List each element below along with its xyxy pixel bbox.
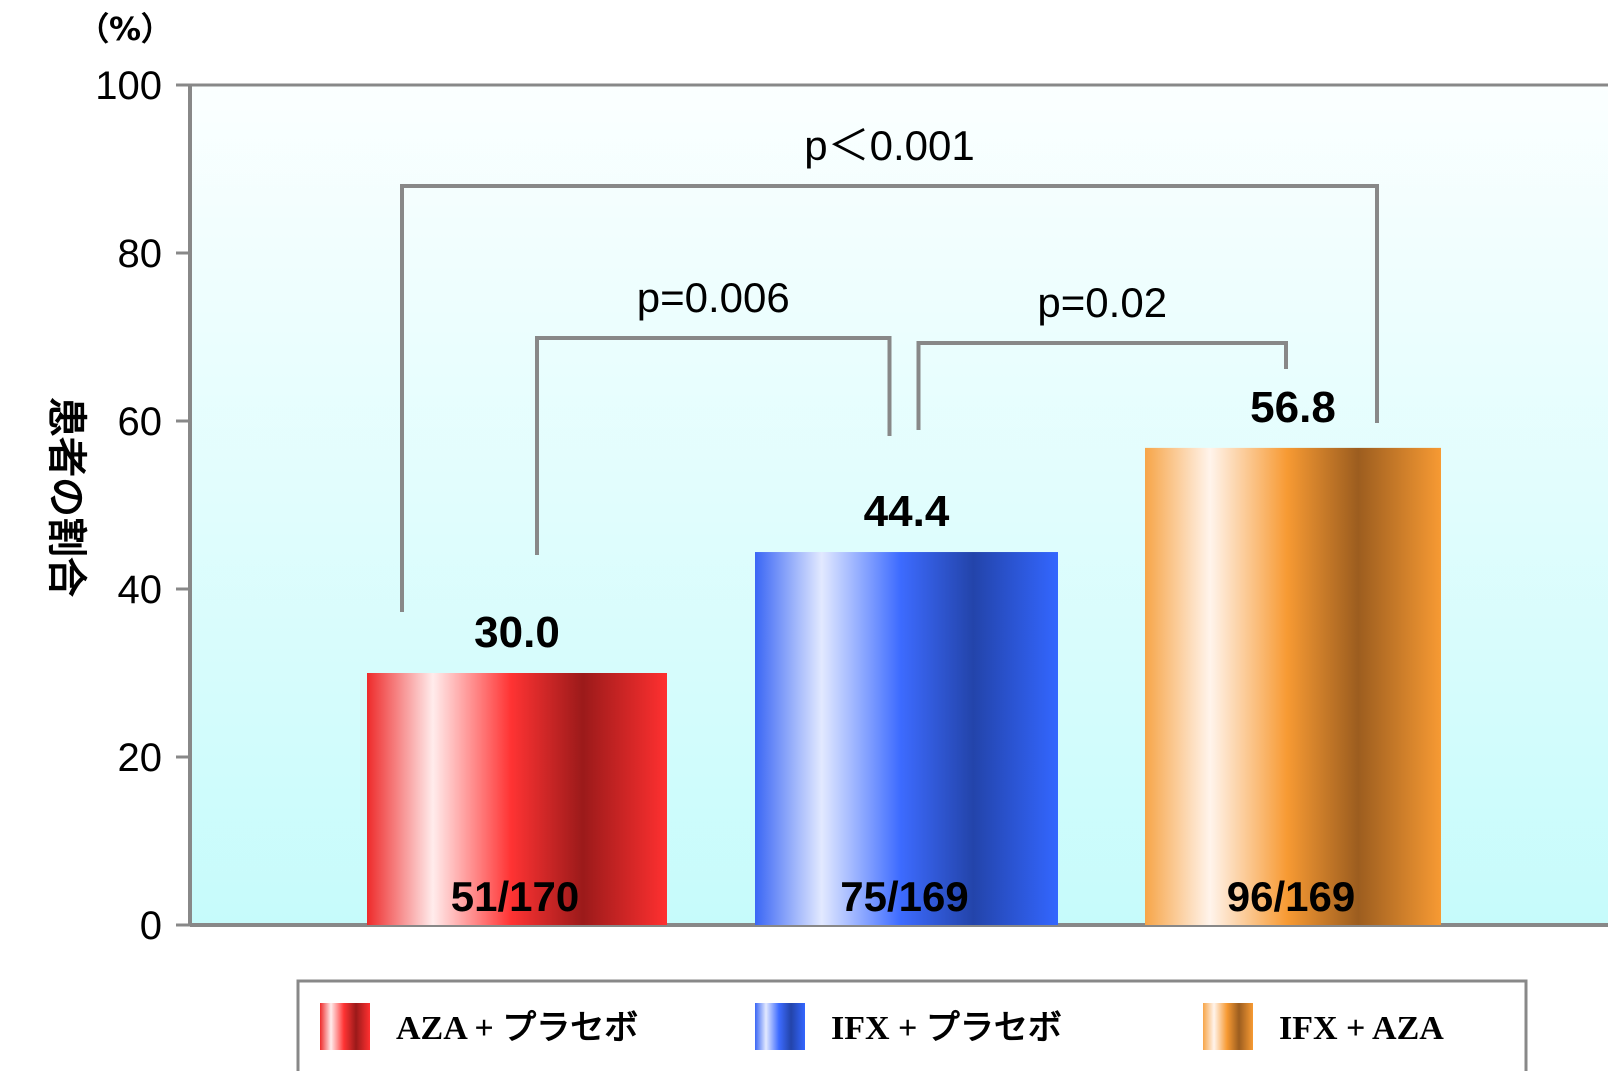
legend-swatch <box>755 1003 805 1050</box>
significance-brackets: p＜0.001 p=0.006 p=0.02 <box>400 122 1379 612</box>
y-tick-label: 0 <box>140 904 162 948</box>
y-tick-label: 60 <box>118 400 163 444</box>
legend-label: IFX + プラセボ <box>831 1009 1062 1047</box>
bar <box>1145 447 1441 925</box>
legend-swatch <box>320 1003 370 1050</box>
legend-box <box>296 979 1528 1071</box>
y-tick-label: 100 <box>95 64 162 108</box>
legend-label: AZA + プラセボ <box>396 1009 638 1047</box>
bars: 30.0 51/170 44.4 75/169 56.8 96/169 <box>367 383 1441 925</box>
p-value-label: p=0.006 <box>637 274 790 321</box>
y-tick-label: 80 <box>118 232 163 276</box>
legend: AZA + プラセボ IFX + プラセボ IFX + AZA <box>320 1003 1444 1050</box>
p-value-label: p=0.02 <box>1037 279 1167 326</box>
significance-bracket <box>400 184 1379 612</box>
y-axis-label: 患者の割合 <box>43 397 89 597</box>
p-value-label: p＜0.001 <box>804 122 974 169</box>
value-label: 44.4 <box>864 487 950 536</box>
significance-bracket <box>916 341 1288 430</box>
count-label: 51/170 <box>451 873 579 920</box>
value-label: 30.0 <box>474 608 560 657</box>
significance-bracket <box>535 336 892 555</box>
legend-swatch <box>1203 1003 1253 1050</box>
bar <box>755 552 1058 925</box>
unit-label: （%） <box>77 10 173 48</box>
count-label: 75/169 <box>840 873 968 920</box>
value-label: 56.8 <box>1250 383 1336 432</box>
count-label: 96/169 <box>1227 873 1355 920</box>
y-tick-label: 20 <box>118 736 163 780</box>
y-ticks: 0 20 40 60 80 100 <box>95 64 190 948</box>
y-tick-label: 40 <box>118 568 163 612</box>
legend-label: IFX + AZA <box>1279 1010 1444 1047</box>
bar <box>367 673 667 925</box>
